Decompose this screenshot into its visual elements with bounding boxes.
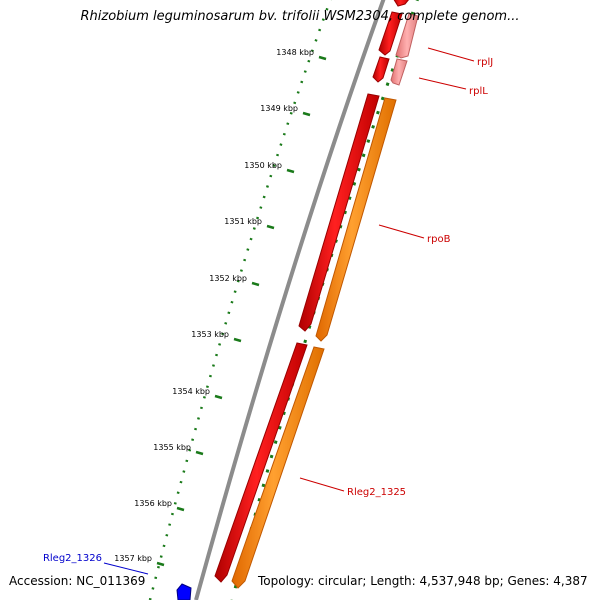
topology-info: Topology: circular; Length: 4,537,948 bp…	[258, 574, 588, 588]
leader-line-rplj	[427, 47, 475, 62]
tick-label-1352-kbp: 1352 kbp	[209, 274, 247, 283]
leader-line-rleg2-1325	[299, 477, 345, 492]
leader-line-rpll	[418, 77, 467, 90]
tick-mark-1357-kbp	[156, 561, 165, 567]
tick-mark-1349-kbp	[302, 111, 311, 117]
tick-label-1356-kbp: 1356 kbp	[134, 499, 172, 508]
tick-mark-1355-kbp	[195, 450, 204, 456]
gene-rleg2-1325	[214, 342, 308, 583]
tick-label-1348-kbp: 1348 kbp	[276, 48, 314, 57]
tick-label-1351-kbp: 1351 kbp	[224, 217, 262, 226]
gene-rleg2-1325-orange	[231, 346, 325, 589]
leader-line-rleg2-1326	[103, 562, 149, 575]
tick-mark-1352-kbp	[251, 281, 260, 287]
gene-rplL	[372, 56, 390, 83]
tick-label-1353-kbp: 1353 kbp	[191, 330, 229, 339]
gene-rplJ-pink	[395, 13, 419, 59]
tick-label-1357-kbp: 1357 kbp	[114, 554, 152, 563]
leader-line-rpob	[378, 224, 425, 239]
gene-rplL-pink	[390, 58, 408, 86]
tick-mark-1353-kbp	[233, 337, 242, 343]
gene-label-rleg2-1326: Rleg2_1326	[43, 553, 102, 564]
accession-text: Accession: NC_011369	[9, 574, 146, 588]
tick-label-1354-kbp: 1354 kbp	[172, 387, 210, 396]
tick-mark-1348-kbp	[318, 55, 327, 61]
tick-label-1350-kbp: 1350 kbp	[244, 161, 282, 170]
gene-label-rleg2-1325: Rleg2_1325	[347, 487, 406, 498]
gene-features	[176, 0, 419, 600]
tick-mark-1350-kbp	[286, 168, 295, 174]
gene-labels: rplJ rplL rpoB Rleg2_1325 Rleg2_1326	[43, 47, 493, 575]
gene-label-rplj: rplJ	[477, 57, 493, 68]
tick-mark-1351-kbp	[266, 224, 275, 230]
gene-rpoB	[298, 93, 380, 332]
tick-label-1355-kbp: 1355 kbp	[153, 443, 191, 452]
kbp-ticks: 1348 kbp 1349 kbp 1350 kbp 1351 kbp 1352 kbp…	[114, 48, 327, 567]
tick-mark-1354-kbp	[214, 394, 223, 400]
gene-rplJ	[378, 11, 403, 56]
gene-rpoB-orange	[315, 97, 397, 342]
map-title: Rhizobium leguminosarum bv. trifolii WSM…	[80, 9, 520, 24]
gene-top-fragment	[393, 0, 409, 7]
gene-label-rpll: rplL	[469, 86, 488, 97]
genome-backbone	[194, 0, 386, 600]
tick-mark-1356-kbp	[176, 506, 185, 512]
gene-label-rpob: rpoB	[427, 234, 451, 245]
tick-label-1349-kbp: 1349 kbp	[260, 104, 298, 113]
gene-rleg2-1326	[176, 583, 192, 600]
